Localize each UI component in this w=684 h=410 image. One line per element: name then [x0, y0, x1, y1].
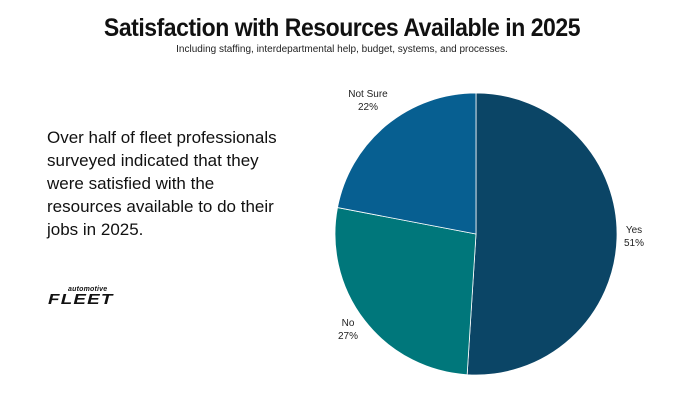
automotive-fleet-logo: automotive FLEET — [48, 286, 138, 308]
pie-slice-not-sure — [337, 92, 477, 235]
summary-text: Over half of fleet professionals surveye… — [47, 128, 277, 239]
chart-title: Satisfaction with Resources Available in… — [103, 14, 581, 42]
slice-value-not-sure: 22% — [358, 102, 378, 113]
chart-subtitle: Including staffing, interdepartmental he… — [176, 44, 508, 55]
slice-value-yes: 51% — [624, 238, 644, 249]
logo-small-text: automotive — [68, 286, 108, 293]
slice-label-no: No — [342, 318, 355, 329]
slice-value-no: 27% — [338, 331, 358, 342]
pie-slice-no — [334, 207, 477, 376]
pie-slice-yes — [466, 92, 618, 376]
slice-label-yes: Yes — [626, 225, 642, 236]
slice-label-not-sure: Not Sure — [348, 89, 388, 100]
logo-big-text: FLEET — [48, 291, 114, 308]
